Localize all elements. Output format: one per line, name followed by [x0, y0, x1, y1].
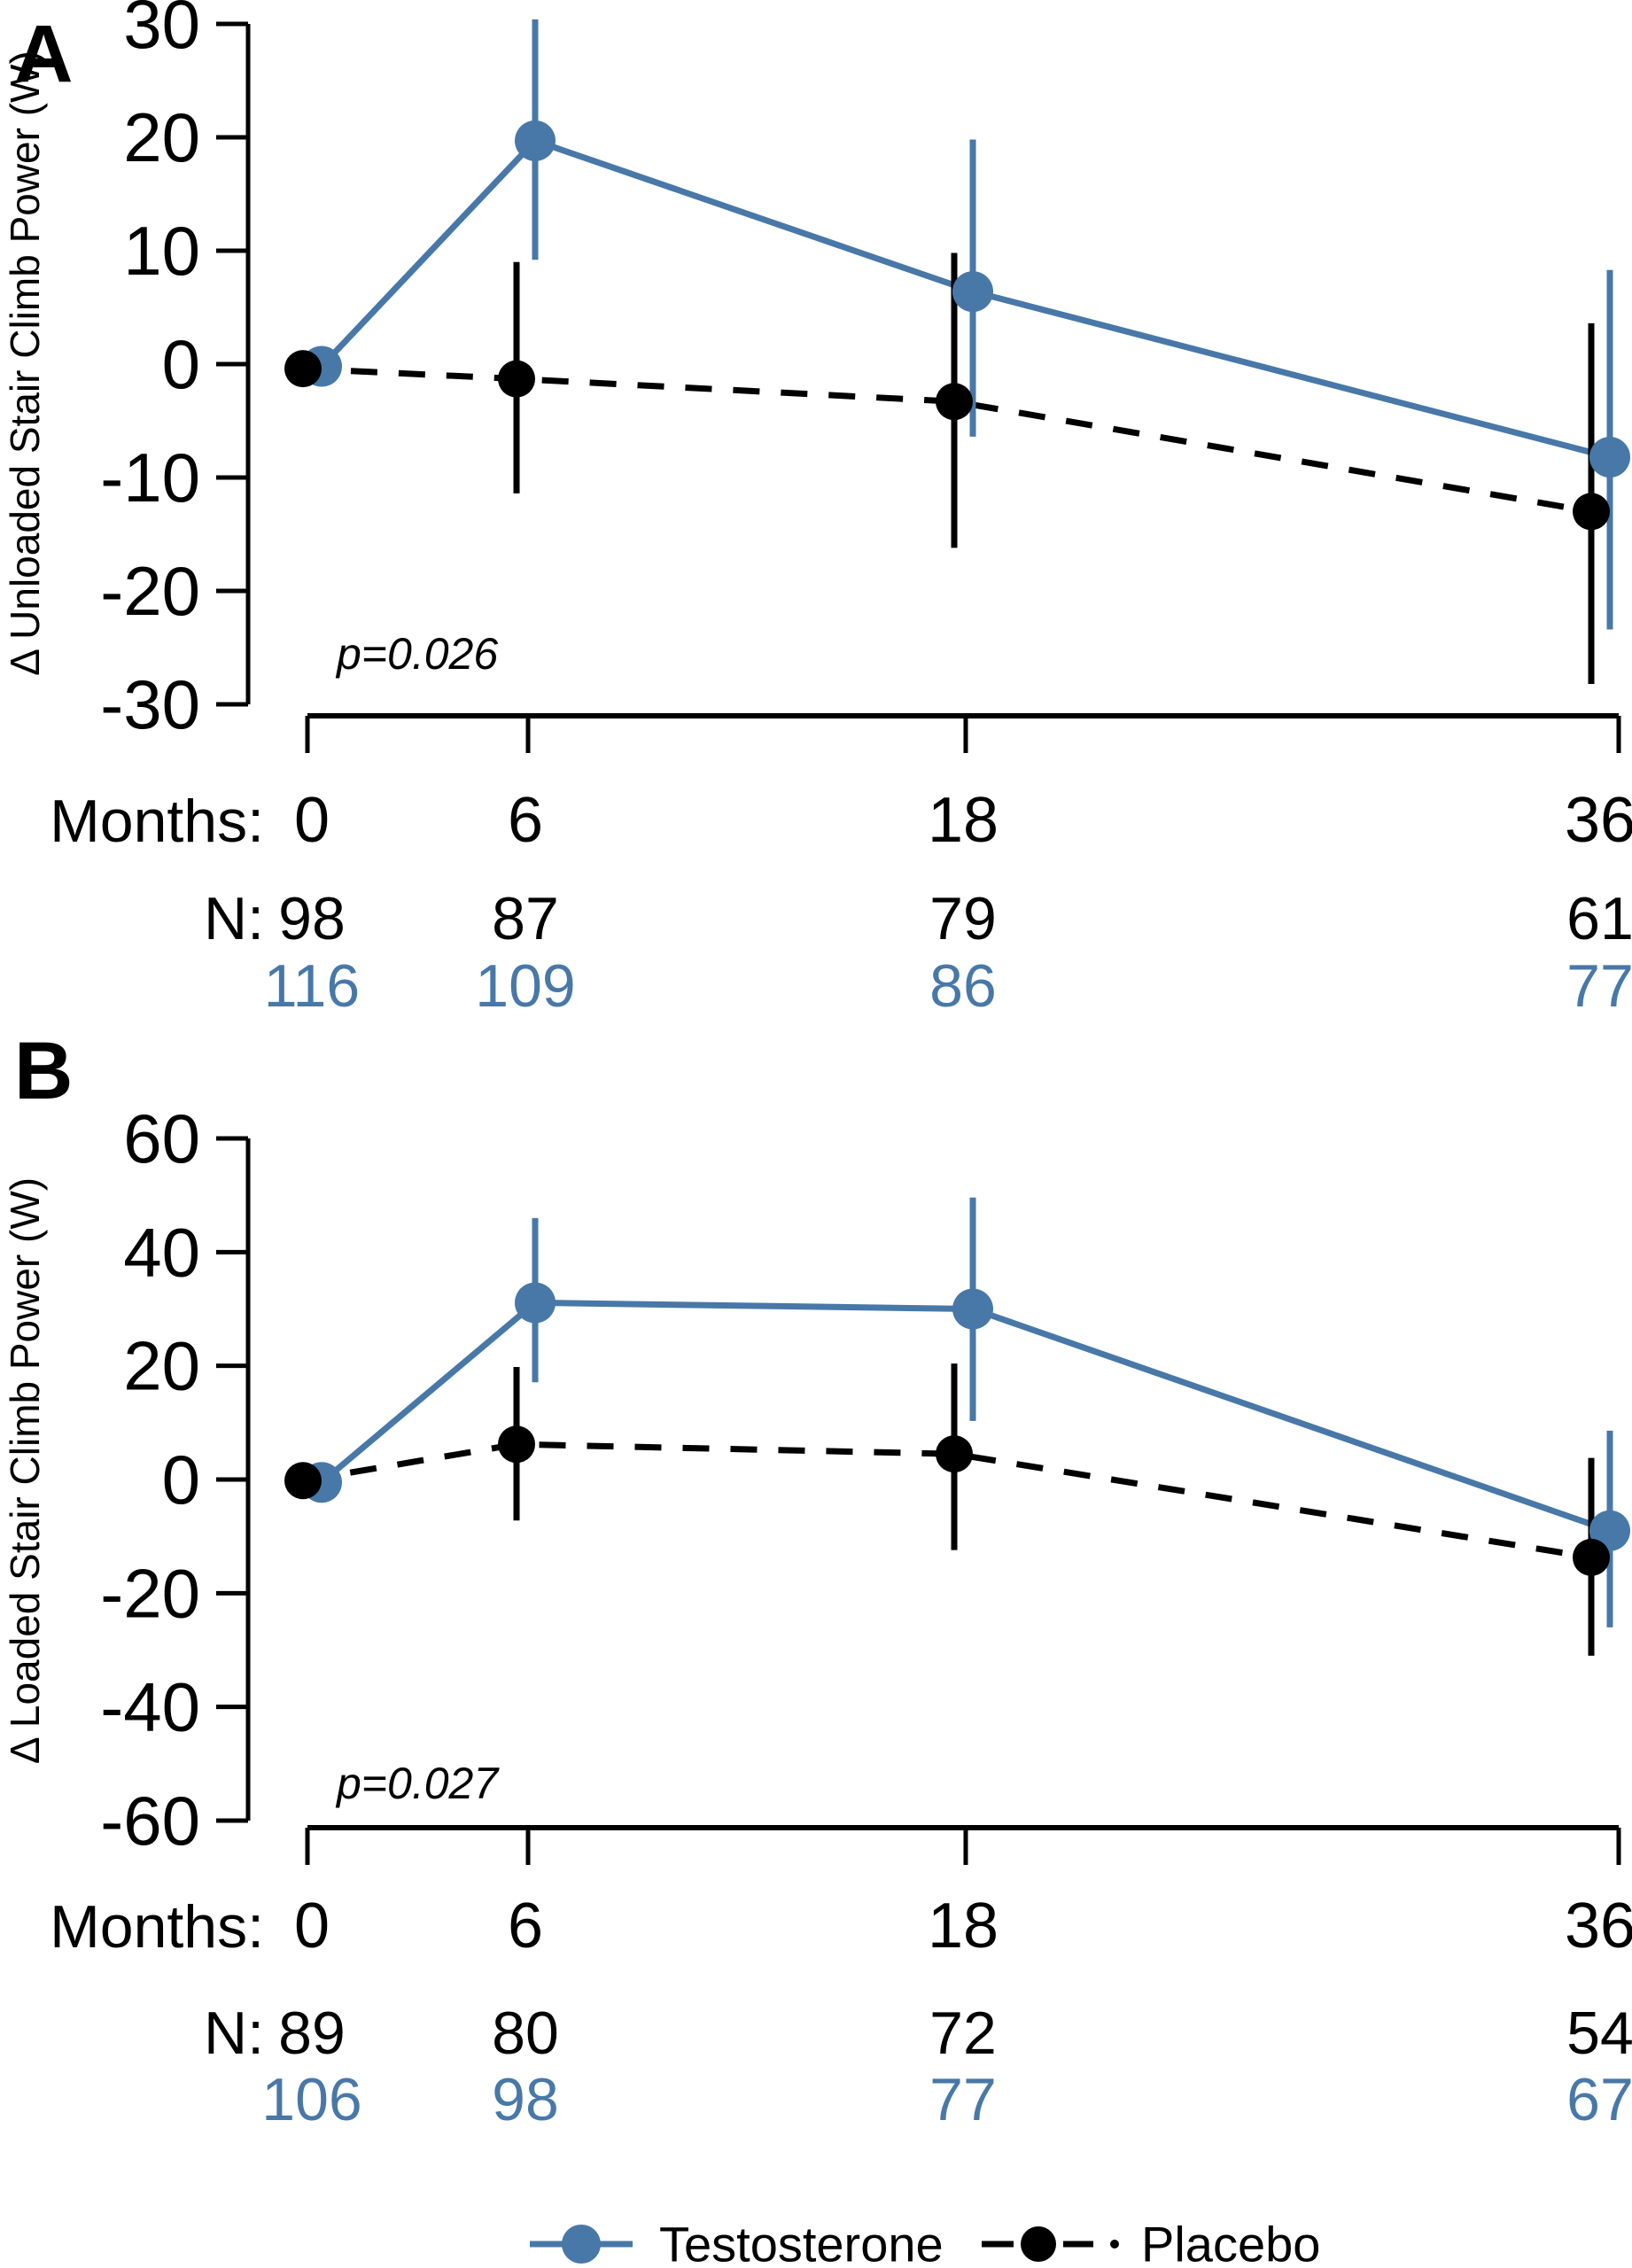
months-row-label: Months: [50, 1893, 264, 1961]
data-point-testosterone-18mo [952, 271, 993, 313]
data-point-testosterone-18mo [952, 1288, 993, 1330]
n-count-placebo: 61 [1566, 885, 1632, 952]
n-row-label: N: [204, 885, 264, 952]
n-count-testosterone: 98 [492, 2066, 559, 2133]
data-point-testosterone-6mo [515, 120, 556, 161]
y-tick-label: -60 [100, 1782, 200, 1860]
data-point-testosterone-6mo [515, 1282, 556, 1324]
month-tick-label: 6 [508, 1891, 543, 1961]
n-count-placebo: 79 [929, 885, 997, 952]
series-line-testosterone [319, 1299, 1612, 1534]
month-tick-label: 18 [928, 1891, 999, 1961]
data-point-placebo-0mo [284, 350, 322, 388]
month-tick-label: 0 [294, 1891, 330, 1961]
data-point-placebo-6mo [498, 1425, 535, 1464]
month-tick-label: 0 [294, 785, 330, 856]
data-point-placebo-6mo [498, 360, 535, 398]
y-tick-label: 20 [123, 1327, 200, 1405]
y-tick-label: 30 [123, 0, 200, 63]
n-count-placebo: 54 [1566, 2000, 1632, 2067]
data-point-placebo-18mo [936, 1435, 973, 1473]
y-tick-label: -20 [100, 552, 200, 630]
y-tick-label: 0 [162, 1441, 200, 1518]
panel-letter: A [14, 9, 73, 99]
n-count-placebo: 80 [492, 2000, 559, 2067]
y-tick-label: -20 [100, 1554, 200, 1632]
legend-placebo-dot-small-icon [1110, 2240, 1119, 2249]
n-count-testosterone: 106 [261, 2066, 361, 2133]
y-tick-label: 10 [123, 212, 200, 290]
y-tick-label: 0 [162, 325, 200, 403]
y-tick-label: -10 [100, 439, 200, 517]
p-value-label: p=0.027 [335, 1759, 500, 1808]
n-count-testosterone: 77 [1566, 952, 1632, 1020]
data-point-testosterone-36mo [1589, 436, 1630, 478]
n-count-testosterone: 67 [1566, 2066, 1632, 2133]
n-count-testosterone: 77 [929, 2066, 997, 2133]
n-count-testosterone: 86 [929, 952, 997, 1020]
p-value-label: p=0.026 [335, 629, 498, 679]
y-tick-label: 60 [123, 1099, 200, 1177]
n-count-placebo: 72 [929, 2000, 997, 2067]
data-point-placebo-0mo [284, 1462, 322, 1500]
data-point-placebo-36mo [1573, 493, 1610, 531]
n-count-placebo: 98 [278, 885, 346, 952]
y-tick-label: -40 [100, 1668, 200, 1746]
series-line-placebo [302, 365, 1592, 515]
panel-letter: B [14, 1026, 73, 1116]
data-point-placebo-18mo [936, 383, 973, 421]
y-tick-label: 20 [123, 98, 200, 176]
series-line-placebo [302, 1441, 1592, 1561]
n-count-placebo: 87 [492, 885, 559, 952]
month-tick-label: 36 [1565, 785, 1632, 856]
data-point-placebo-36mo [1573, 1538, 1610, 1576]
y-tick-label: -30 [100, 665, 200, 743]
month-tick-label: 6 [508, 785, 543, 856]
legend: Testosterone Placebo [530, 2217, 1320, 2268]
month-tick-label: 36 [1565, 1891, 1632, 1961]
panel-A: AΔ Unloaded Stair Climb Power (W) 30 20 10 0… [2, 0, 1632, 1020]
n-count-testosterone: 109 [475, 952, 575, 1020]
panel-B: BΔ Loaded Stair Climb Power (W)6040200-2… [2, 1026, 1632, 2133]
n-count-testosterone: 116 [264, 952, 360, 1020]
y-axis-title: Δ Unloaded Stair Climb Power (W) [2, 50, 48, 676]
legend-placebo-label: Placebo [1141, 2217, 1320, 2268]
n-row-label: N: [204, 2000, 264, 2067]
legend-placebo-dot-icon [1021, 2226, 1056, 2262]
n-count-placebo: 89 [278, 2000, 346, 2067]
legend-testosterone-label: Testosterone [659, 2217, 944, 2268]
month-tick-label: 18 [928, 785, 999, 856]
legend-testosterone-dot-icon [562, 2225, 601, 2264]
y-axis-title: Δ Loaded Stair Climb Power (W) [2, 1177, 48, 1764]
y-tick-label: 40 [123, 1213, 200, 1291]
months-row-label: Months: [50, 788, 264, 855]
series-line-testosterone [319, 136, 1611, 461]
